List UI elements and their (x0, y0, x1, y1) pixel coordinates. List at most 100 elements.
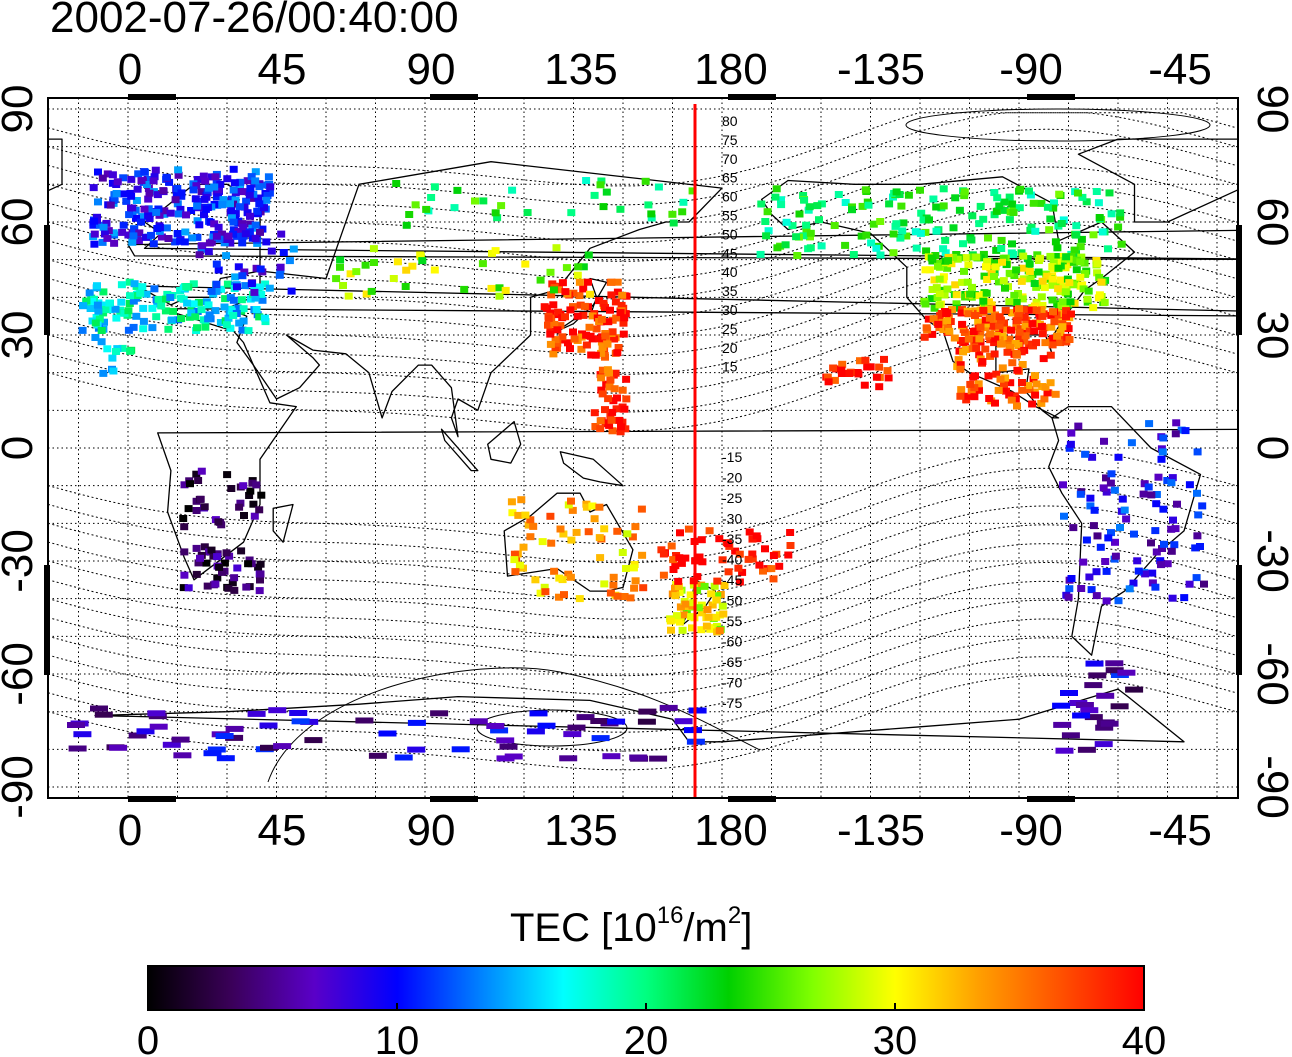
tec-pixel (1084, 682, 1103, 689)
tec-pixel (1029, 375, 1038, 383)
tec-pixel (230, 586, 239, 594)
tec-pixel (671, 562, 680, 570)
tec-pixel (1030, 327, 1039, 335)
tec-pixel (263, 192, 272, 199)
tec-pixel (933, 294, 942, 301)
tec-pixel (352, 268, 361, 276)
tec-pixel (712, 596, 721, 604)
tec-pixel (240, 512, 248, 519)
right-lat-label: -30 (1248, 529, 1292, 593)
tec-pixel (595, 297, 603, 305)
tec-pixel (229, 226, 238, 234)
tec-pixel (1002, 261, 1011, 269)
tec-pixel (276, 263, 285, 271)
tec-pixel (200, 503, 209, 511)
tec-pixel (257, 491, 266, 499)
tec-pixel (1057, 302, 1066, 310)
tec-pixel (963, 278, 972, 286)
tec-pixel (238, 239, 247, 247)
tec-pixel (344, 292, 353, 300)
tec-pixel (204, 184, 213, 192)
tec-pixel (229, 230, 238, 238)
tec-pixel (841, 241, 850, 249)
tec-pixel (953, 255, 962, 263)
tec-pixel (943, 285, 952, 293)
tec-pixel (601, 304, 609, 311)
tec-pixel (257, 290, 266, 298)
contour-label: 30 (722, 302, 738, 318)
tec-pixel (1024, 382, 1033, 389)
tec-pixel (1054, 285, 1063, 293)
tec-pixel (966, 380, 975, 388)
tec-pixel (229, 186, 238, 194)
tec-pixel (224, 232, 233, 240)
tec-pixel (806, 244, 815, 252)
tec-pixel (137, 218, 145, 226)
tec-pixel (1027, 223, 1036, 231)
tec-pixel (153, 191, 162, 199)
tec-pixel (997, 245, 1006, 252)
tec-pixel (1023, 255, 1032, 263)
contour-label-group: 80 75 70 65 60 55 50 45 40 35 30 25 20 15 -15 -20 -25 -30… (722, 113, 742, 711)
tec-pixel (1102, 597, 1111, 605)
tec-pixel (981, 324, 990, 332)
tec-pixel (957, 386, 966, 394)
tec-pixel (976, 323, 985, 331)
tec-pixel (239, 188, 248, 196)
tec-pixel (1007, 396, 1016, 404)
tec-pixel (486, 723, 505, 729)
tec-pixel (346, 270, 355, 278)
tec-pixel (236, 178, 245, 186)
tec-pixel (214, 518, 223, 526)
tec-pixel (1072, 266, 1081, 274)
tec-pixel (185, 313, 194, 321)
tec-pixel (180, 548, 189, 556)
tec-pixel (674, 718, 693, 725)
tec-pixel (616, 428, 625, 436)
tec-pixel (604, 395, 613, 403)
tec-pixel (974, 318, 983, 326)
tec-pixel (1095, 273, 1104, 281)
tec-pixel (971, 312, 979, 319)
tec-pixel (136, 289, 145, 297)
tec-pixel (368, 752, 387, 759)
tec-pixel (1172, 419, 1181, 427)
tec-pixel (289, 710, 308, 716)
tec-pixel (817, 242, 826, 250)
tec-pixel (979, 215, 988, 223)
tec-pixel (564, 501, 573, 509)
tec-pixel (109, 367, 118, 375)
tec-pixel (220, 559, 229, 567)
tec-pixel (584, 251, 593, 259)
tec-pixel (180, 481, 189, 489)
tec-pixel (1133, 557, 1142, 565)
tec-pixel (490, 727, 509, 734)
tec-pixel (567, 497, 575, 505)
tec-pixel (138, 213, 147, 221)
contour-label: 40 (722, 264, 738, 280)
tec-pixel (119, 174, 128, 182)
tec-pixel (647, 214, 656, 222)
tec-pixel (193, 176, 202, 183)
tec-pixel (1100, 437, 1108, 445)
tec-pixel (675, 618, 684, 626)
left-lat-label: 30 (0, 311, 42, 360)
tec-pixel (243, 177, 252, 185)
contour-line (48, 467, 1237, 564)
tec-pixel (588, 502, 597, 510)
tec-pixel (451, 746, 470, 753)
tec-pixel (705, 527, 714, 535)
tec-pixel (966, 290, 975, 298)
tec-pixel (204, 301, 213, 309)
tec-pixel (169, 307, 178, 315)
tec-pixel (604, 318, 613, 326)
tec-pixel (615, 416, 624, 424)
tec-pixel (1067, 575, 1076, 582)
tec-pixel (1019, 305, 1028, 313)
tec-pixel (897, 202, 906, 210)
tec-pixel (841, 199, 850, 206)
tec-pixel (218, 201, 227, 209)
tec-pixel (1059, 283, 1068, 291)
tec-pixel (148, 324, 157, 332)
tec-pixel (669, 566, 678, 573)
